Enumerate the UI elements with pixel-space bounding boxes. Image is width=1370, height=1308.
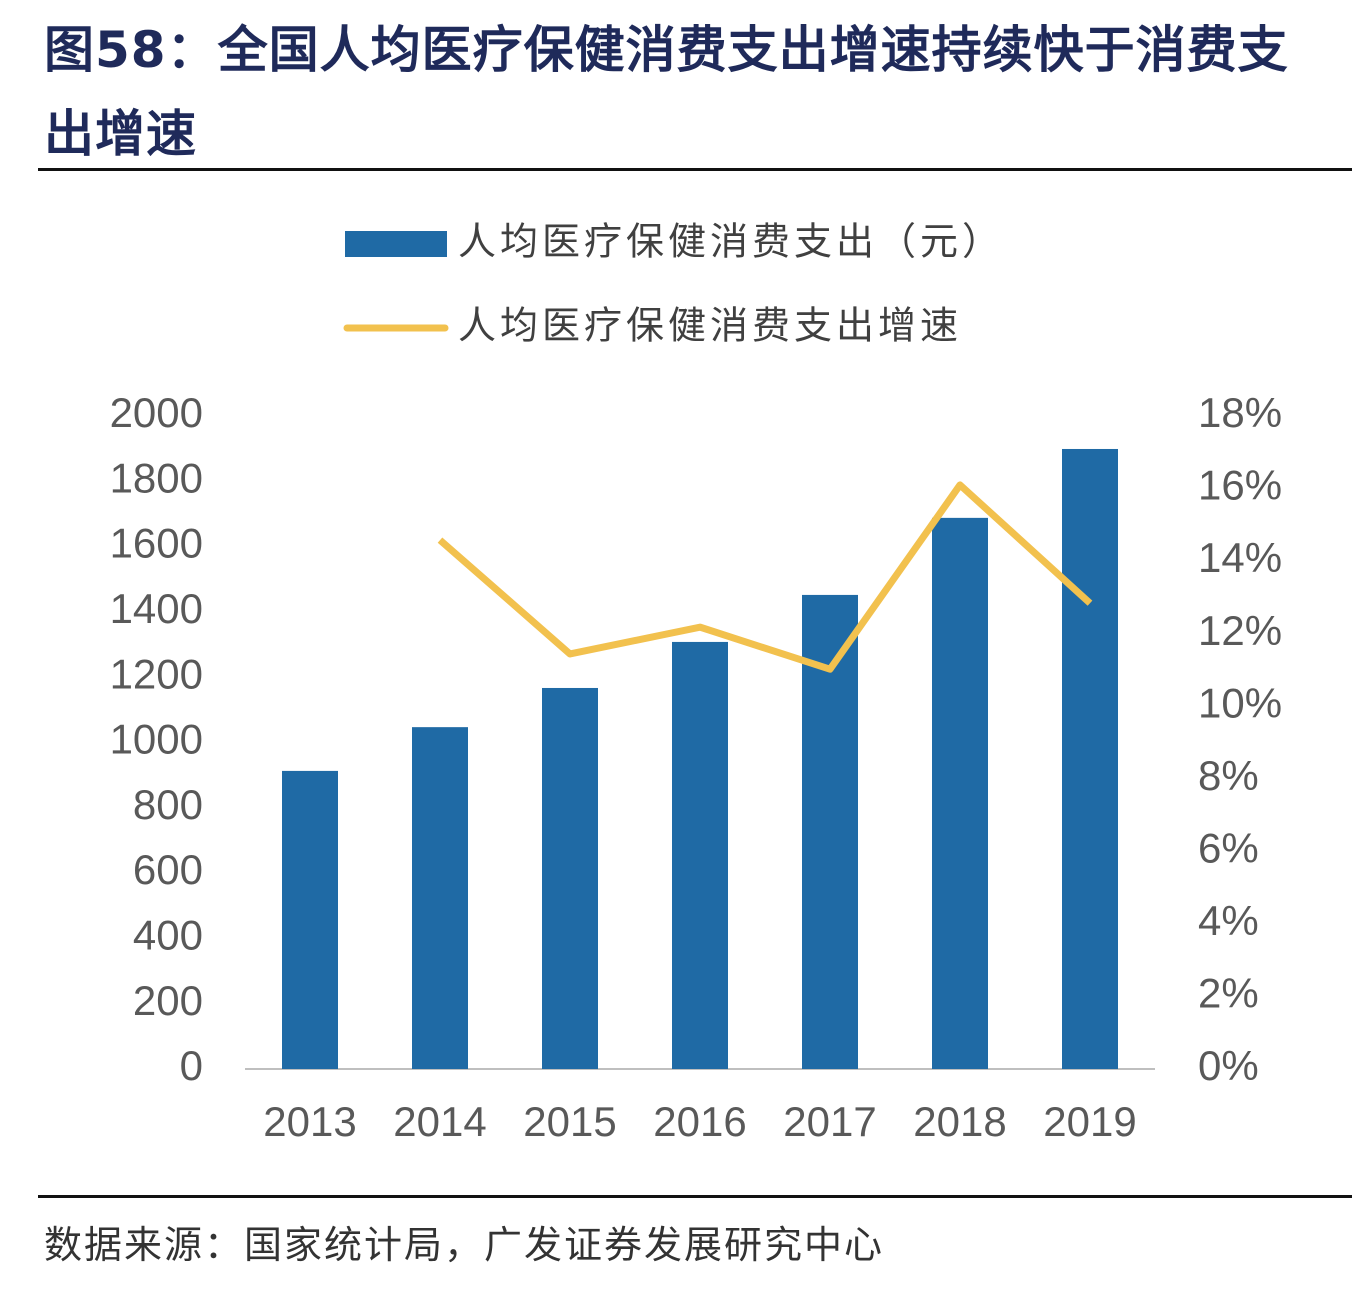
- y2-tick-label: 14%: [1198, 534, 1282, 581]
- top-rule: [38, 168, 1352, 171]
- y-tick-label: 400: [133, 911, 203, 958]
- x-tick-label: 2015: [523, 1098, 616, 1145]
- legend-label: 人均医疗保健消费支出（元）: [458, 220, 1004, 264]
- bar: [1062, 448, 1118, 1069]
- legend-swatch: [345, 231, 447, 257]
- bar: [412, 727, 468, 1069]
- x-tick-label: 2014: [393, 1098, 486, 1145]
- bar: [282, 770, 338, 1069]
- y2-tick-label: 10%: [1198, 679, 1282, 726]
- y-tick-label: 2000: [110, 389, 203, 436]
- y-tick-label: 800: [133, 781, 203, 828]
- x-tick-label: 2016: [653, 1098, 746, 1145]
- bottom-rule: [38, 1195, 1352, 1198]
- bar: [672, 641, 728, 1069]
- legend-label: 人均医疗保健消费支出增速: [458, 304, 962, 348]
- x-tick-label: 2013: [263, 1098, 356, 1145]
- chart: 0 200 400 600 800 1000 1200 1400 1600 1800 2000 0% 2…: [110, 220, 1283, 1146]
- y2-tick-label: 8%: [1198, 752, 1259, 799]
- y2-tick-label: 2%: [1198, 970, 1259, 1017]
- x-tick-label: 2017: [783, 1098, 876, 1145]
- y-tick-label: 600: [133, 846, 203, 893]
- y2-tick-label: 4%: [1198, 897, 1259, 944]
- y2-tick-label: 6%: [1198, 824, 1259, 871]
- source-note: 数据来源：国家统计局，广发证券发展研究中心: [44, 1223, 885, 1267]
- y-tick-label: 1600: [110, 520, 203, 567]
- y-tick-label: 1400: [110, 585, 203, 632]
- y-tick-label: 1200: [110, 650, 203, 697]
- bar: [542, 687, 598, 1069]
- chart-title: 图58：全国人均医疗保健消费支出增速持续快于消费支出增速: [44, 21, 1289, 163]
- y2-tick-label: 16%: [1198, 462, 1282, 509]
- y-tick-label: 0: [180, 1042, 203, 1089]
- bar: [802, 594, 858, 1069]
- y2-tick-label: 12%: [1198, 607, 1282, 654]
- y-tick-label: 200: [133, 977, 203, 1024]
- y-tick-label: 1800: [110, 454, 203, 501]
- x-tick-label: 2018: [913, 1098, 1006, 1145]
- bar: [932, 517, 988, 1069]
- line: [437, 481, 1093, 673]
- y2-tick-label: 0%: [1198, 1042, 1259, 1089]
- y-tick-label: 1000: [110, 716, 203, 763]
- x-tick-label: 2019: [1043, 1098, 1136, 1145]
- y2-tick-label: 18%: [1198, 389, 1282, 436]
